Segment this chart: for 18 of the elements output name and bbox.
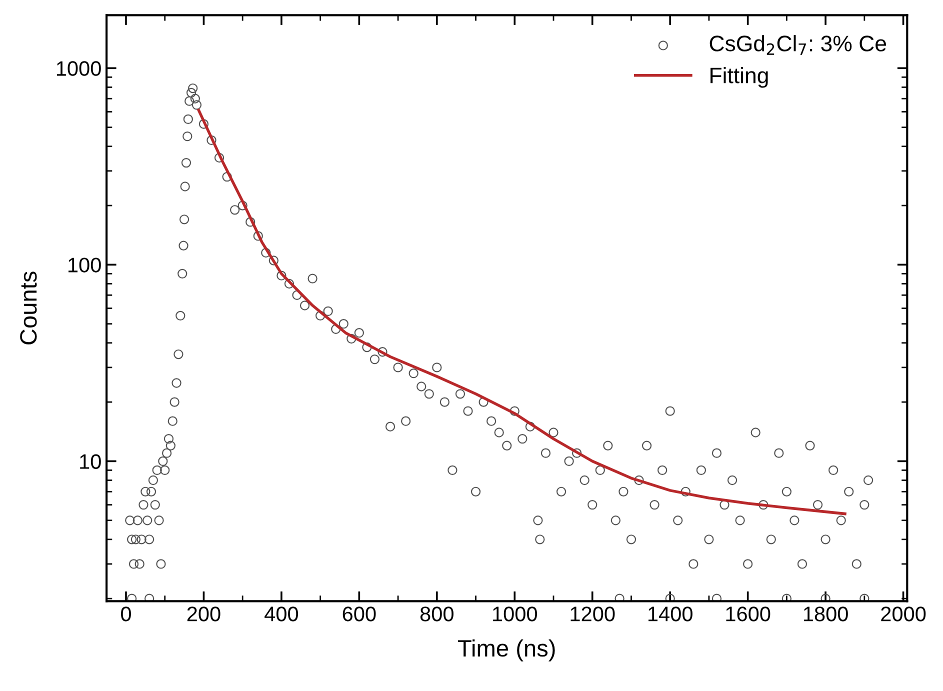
y-axis-title: Counts [20, 272, 37, 344]
x-tick-label: 1000 [493, 606, 537, 622]
y-tick-label: 100 [68, 258, 101, 272]
x-tick-label: 800 [420, 606, 454, 622]
x-tick-label: 2000 [881, 606, 926, 622]
x-tick-label: 600 [342, 606, 376, 622]
y-tick-label: 1000 [56, 61, 101, 76]
legend-label: Fitting [710, 67, 768, 88]
x-tick-label: 200 [187, 606, 220, 622]
legend-label: CsGd$_{2}$Cl$_{7}$: 3% Ce [710, 35, 886, 55]
x-tick-label: 0 [121, 606, 131, 622]
x-tick-label: 1400 [648, 606, 692, 622]
x-tick-label: 400 [264, 606, 298, 622]
x-tick-label: 1600 [726, 606, 770, 622]
y-tick-label: 10 [80, 454, 101, 469]
x-tick-label: 1200 [570, 606, 615, 622]
x-axis-title: Time (ns) [458, 639, 555, 662]
x-tick-label: 1800 [804, 606, 848, 622]
